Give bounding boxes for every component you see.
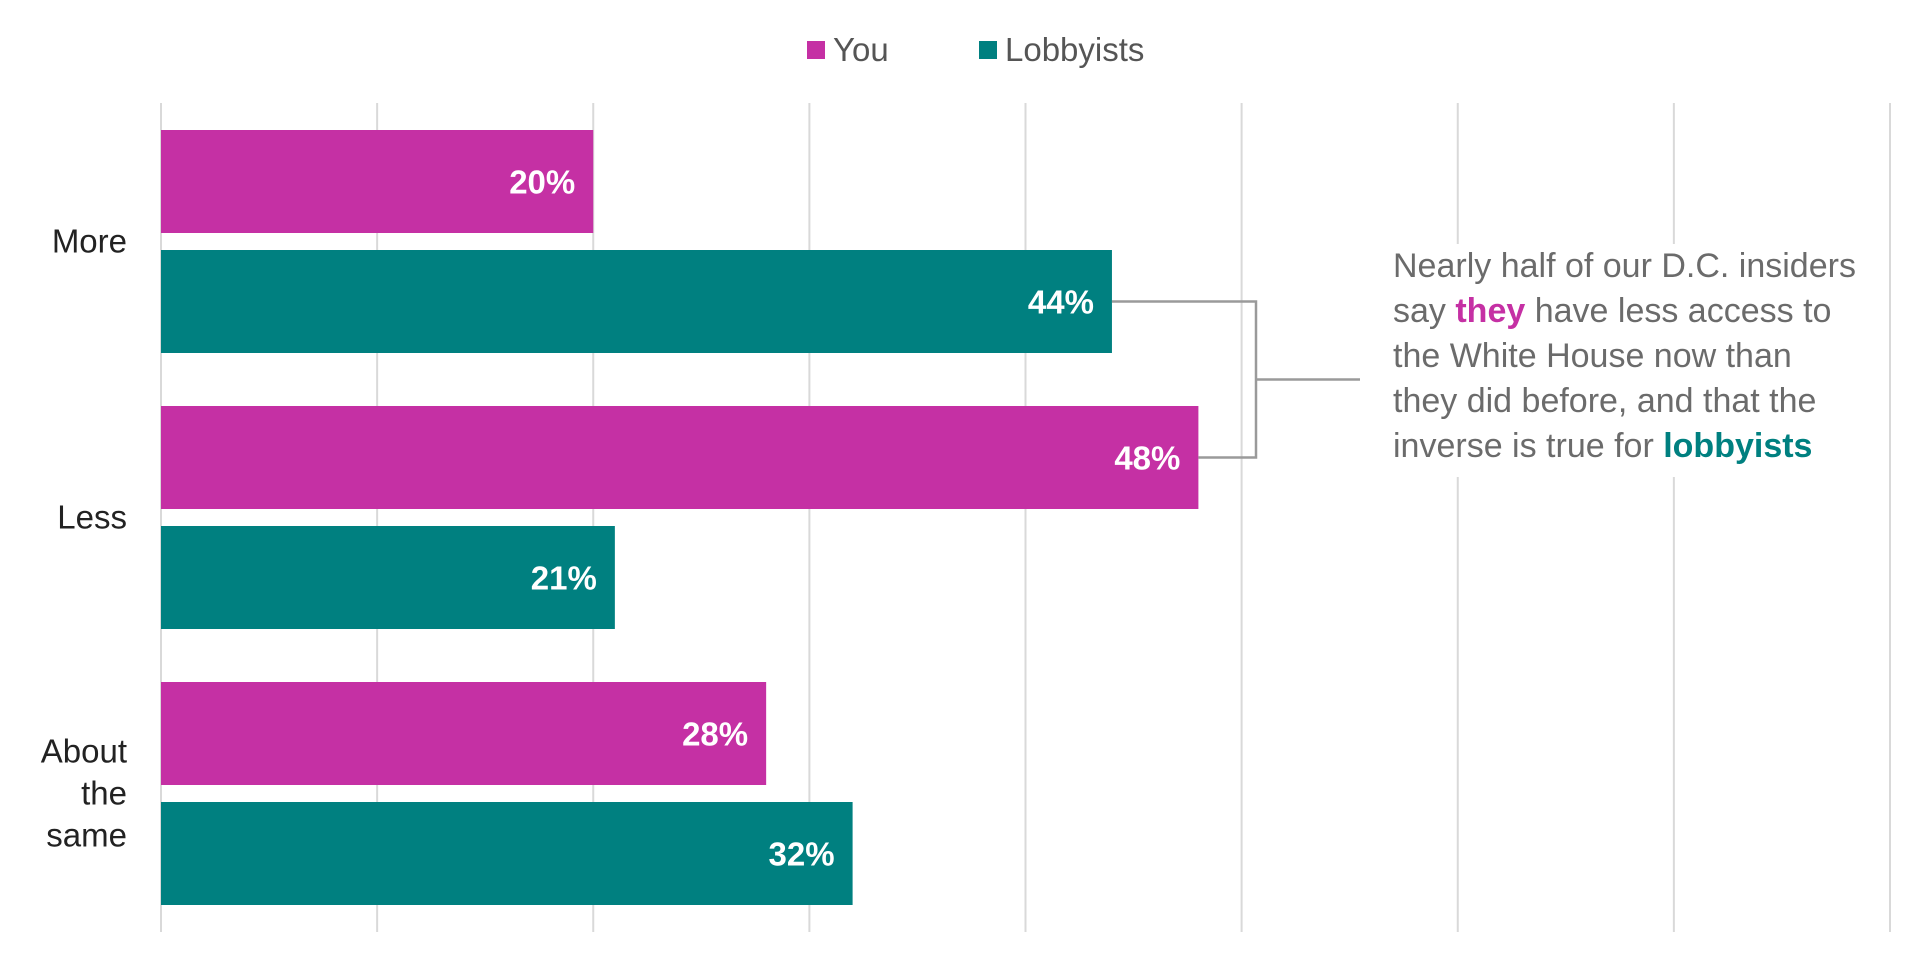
category-label: About the same bbox=[41, 733, 127, 854]
bracket-connector bbox=[1111, 300, 1360, 459]
data-label: 21% bbox=[531, 560, 597, 597]
category-label: More bbox=[52, 223, 127, 260]
annotation-connector bbox=[1111, 300, 1360, 459]
bars: 20% 44% 48% 21% 28% 32% bbox=[161, 130, 1199, 905]
data-label: 48% bbox=[1114, 440, 1180, 477]
bar bbox=[161, 526, 615, 629]
data-label: 28% bbox=[682, 716, 748, 753]
annotation-highlight-they: they bbox=[1455, 292, 1526, 330]
annotation-highlight-lobbyists: lobbyists bbox=[1663, 427, 1813, 465]
category-label-line: More bbox=[52, 223, 127, 260]
bar bbox=[161, 802, 853, 905]
annotation-text: Nearly half of our D.C. insiders say the… bbox=[1393, 244, 1863, 477]
data-label: 44% bbox=[1028, 284, 1094, 321]
legend-swatch bbox=[979, 41, 997, 59]
legend-label: You bbox=[833, 31, 889, 68]
data-label: 20% bbox=[509, 164, 575, 201]
category-label-line: About bbox=[41, 733, 127, 770]
bar bbox=[161, 406, 1199, 509]
annotation-part-2: have less access to the White House now … bbox=[1393, 292, 1832, 465]
bar bbox=[161, 682, 767, 785]
gridlines bbox=[160, 103, 1891, 932]
legend-label: Lobbyists bbox=[1005, 31, 1144, 68]
category-label-line: same bbox=[46, 817, 127, 854]
legend: You Lobbyists bbox=[807, 31, 1144, 68]
bar bbox=[161, 250, 1112, 353]
category-labels: More Less About the same bbox=[41, 223, 127, 854]
category-label-line: the bbox=[81, 775, 127, 812]
category-label-line: Less bbox=[57, 499, 127, 536]
legend-swatch bbox=[807, 41, 825, 59]
annotation-part-1: Nearly half of our D.C. insiders say bbox=[1393, 247, 1856, 330]
bar bbox=[161, 130, 594, 233]
data-label: 32% bbox=[769, 836, 835, 873]
category-label: Less bbox=[57, 499, 127, 536]
